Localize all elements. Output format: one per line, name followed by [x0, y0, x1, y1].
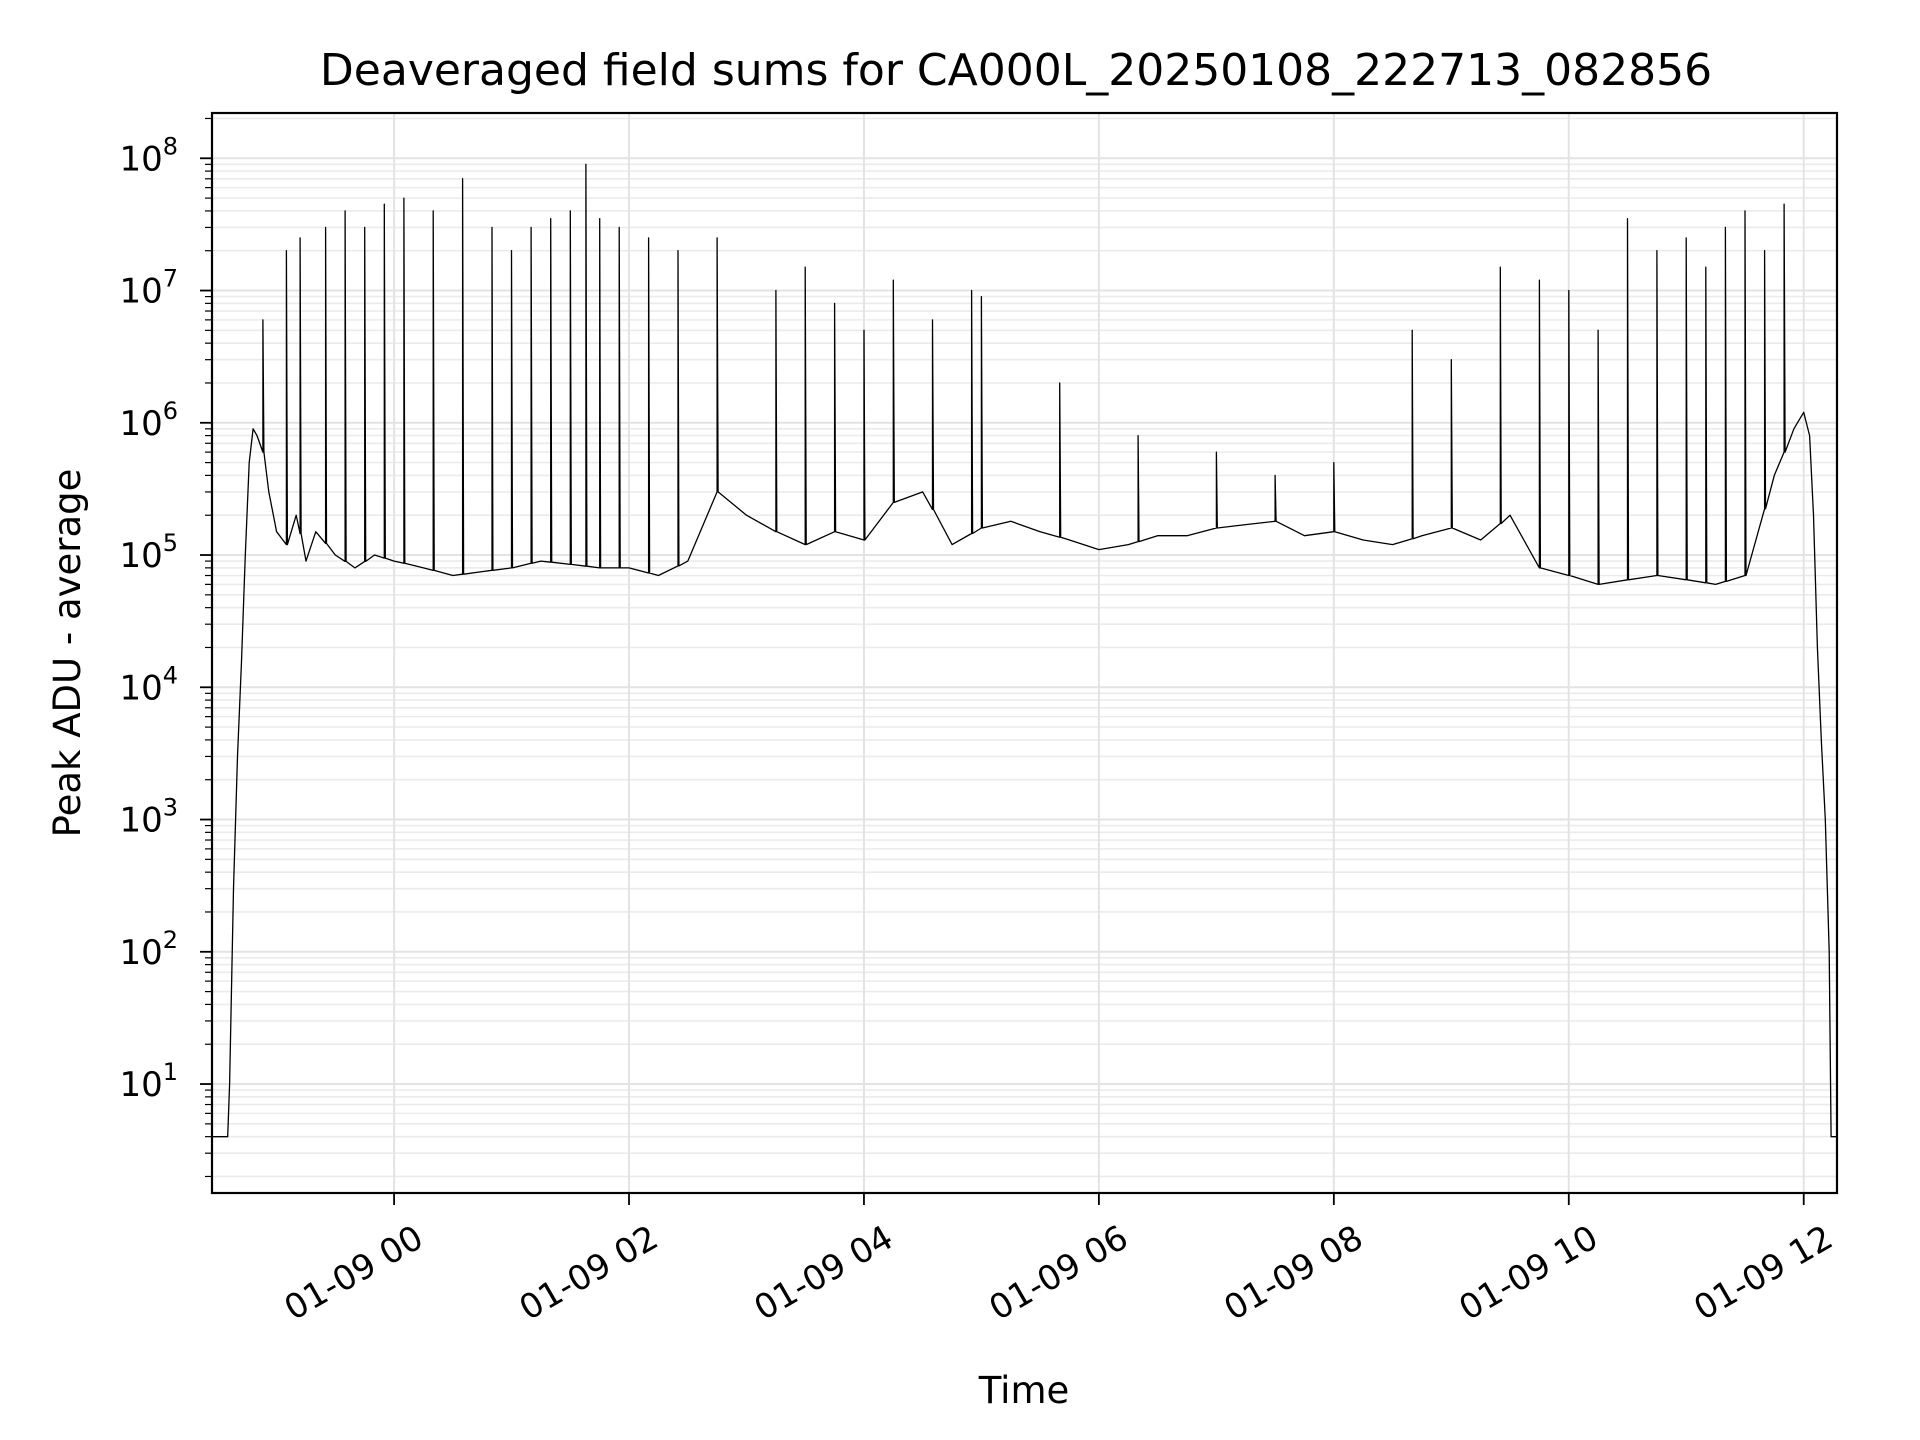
y-tick-label: 101	[119, 1058, 178, 1105]
y-axis: 101 102 103 104 105 106 107 108	[119, 117, 212, 1178]
x-tick-label: 01-09 00	[278, 1218, 430, 1329]
y-tick-label: 103	[119, 794, 178, 841]
y-axis-title: Peak ADU - average	[46, 469, 89, 838]
y-tick-label: 108	[119, 132, 178, 179]
x-axis: 01-09 00 01-09 02 01-09 04 01-09 06 01-09 08…	[278, 1193, 1840, 1329]
x-tick-label: 01-09 12	[1687, 1218, 1839, 1329]
x-tick-label: 01-09 08	[1218, 1218, 1370, 1329]
y-tick-label: 104	[119, 661, 178, 708]
x-tick-label: 01-09 02	[513, 1218, 665, 1329]
y-tick-label: 107	[119, 265, 178, 312]
x-axis-title: Time	[978, 1369, 1070, 1412]
y-tick-label: 102	[119, 926, 178, 973]
x-tick-label: 01-09 06	[983, 1218, 1135, 1329]
series-line	[212, 163, 1837, 1138]
chart-title: Deaveraged field sums for CA000L_2025010…	[320, 45, 1712, 96]
x-tick-label: 01-09 04	[748, 1218, 900, 1329]
y-tick-label: 105	[119, 529, 178, 576]
grid-lines	[212, 113, 1837, 1193]
x-tick-label: 01-09 10	[1452, 1218, 1604, 1329]
y-tick-label: 106	[119, 397, 178, 444]
plot-frame	[210, 111, 1839, 1195]
